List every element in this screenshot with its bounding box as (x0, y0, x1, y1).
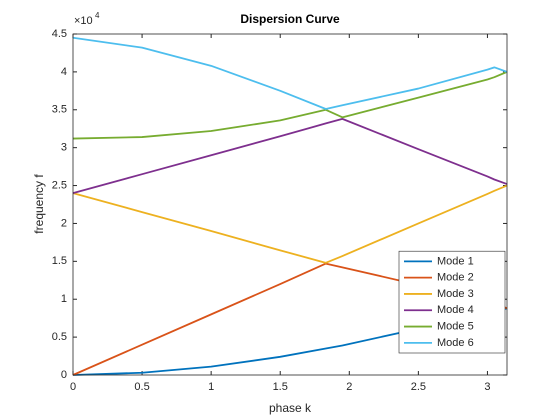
x-tick-label: 2 (346, 381, 352, 393)
legend-label: Mode 2 (437, 272, 474, 284)
y-tick-label: 4.5 (52, 28, 67, 40)
x-axis-label: phase k (269, 401, 312, 415)
y-tick-label: 0.5 (52, 331, 67, 343)
y-tick-label: 2 (61, 217, 67, 229)
x-tick-label: 0.5 (134, 381, 149, 393)
x-tick-label: 3 (484, 381, 490, 393)
y-exponent-power: 4 (95, 11, 100, 20)
y-tick-label: 3.5 (52, 104, 67, 116)
legend-label: Mode 4 (437, 304, 474, 316)
y-axis-label: frequency f (32, 174, 46, 234)
y-tick-label: 3 (61, 142, 67, 154)
y-tick-label: 1.5 (52, 255, 67, 267)
series-line (72, 117, 508, 194)
y-exponent-base: ×10 (74, 15, 93, 27)
legend-box (398, 250, 506, 354)
series-line (72, 184, 508, 264)
legend-label: Mode 5 (437, 320, 474, 332)
y-tick-label: 1 (61, 293, 67, 305)
y-tick-label: 2.5 (52, 179, 67, 191)
legend: Mode 1 Mode 2 Mode 3 Mode 4 Mode 5 Mode 6 (398, 250, 506, 354)
chart-title: Dispersion Curve (240, 12, 340, 26)
legend-label: Mode 1 (437, 255, 474, 267)
axes-box (72, 33, 508, 376)
legend-label: Mode 6 (437, 337, 474, 349)
y-tick-label: 4 (61, 66, 67, 78)
x-tick-label: 1 (208, 381, 214, 393)
series-line (72, 36, 508, 110)
series-line (72, 71, 508, 140)
x-tick-label: 1.5 (273, 381, 288, 393)
x-tick-label: 2.5 (411, 381, 426, 393)
x-tick-label: 0 (70, 381, 76, 393)
y-tick-label: 0 (61, 369, 67, 381)
legend-label: Mode 3 (437, 288, 474, 300)
